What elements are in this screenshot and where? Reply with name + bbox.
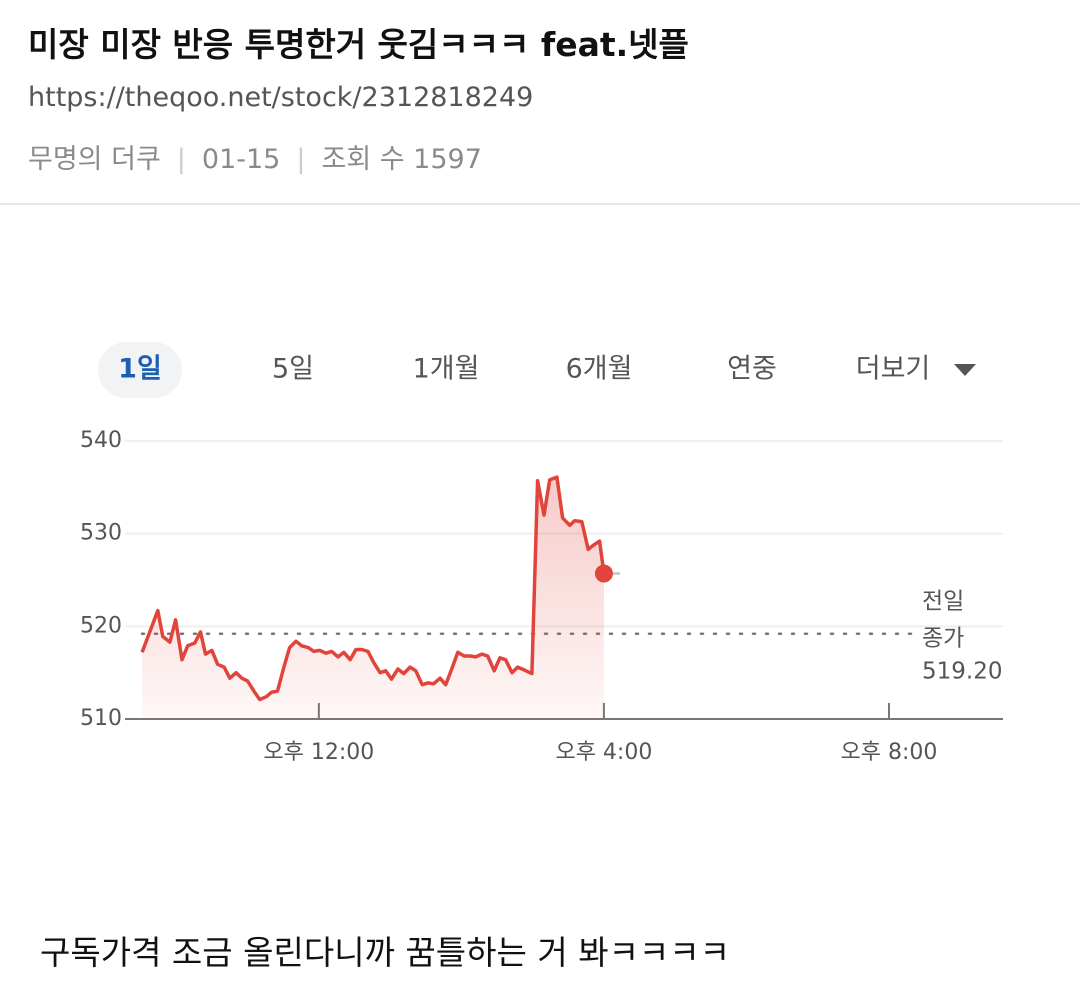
post-meta: 무명의 더쿠 | 01-15 | 조회 수 1597 <box>28 137 482 176</box>
date: 01-15 <box>201 144 281 175</box>
y-tick-label: 540 <box>80 428 122 453</box>
tab[interactable]: 연중 <box>727 354 777 385</box>
tab[interactable]: 1일 <box>118 354 162 385</box>
post-url[interactable]: https://theqoo.net/stock/2312818249 <box>28 82 534 113</box>
x-tick-label: 오후 8:00 <box>841 740 938 765</box>
tab-highlight <box>98 342 182 398</box>
separator: | <box>176 144 186 175</box>
y-tick-label: 530 <box>80 521 122 546</box>
reference-label: 종가 <box>922 626 964 652</box>
dropdown-arrow <box>954 364 976 376</box>
author: 무명의 더쿠 <box>28 144 161 175</box>
x-tick-label: 오후 12:00 <box>263 740 374 765</box>
divider <box>0 203 1080 205</box>
x-tick-label: 오후 4:00 <box>555 740 652 765</box>
reference-value: 519.20 <box>922 659 1002 685</box>
separator: | <box>296 144 306 175</box>
views: 조회 수 1597 <box>321 144 482 175</box>
tab[interactable]: 5일 <box>272 354 314 385</box>
tab[interactable]: 1개월 <box>413 354 480 385</box>
last-point <box>594 564 613 583</box>
tab[interactable]: 더보기 <box>856 354 931 385</box>
tab[interactable]: 6개월 <box>566 354 633 385</box>
y-tick-label: 520 <box>80 613 122 638</box>
price-line <box>140 475 606 702</box>
post-title: 미장 미장 반응 투명한거 웃김ㅋㅋㅋ feat.넷플 <box>28 25 689 64</box>
post-body: 구독가격 조금 올린다니까 꿈틀하는 거 봐ㅋㅋㅋㅋ <box>40 933 731 972</box>
reference-label: 전일 <box>922 589 964 615</box>
y-tick-label: 510 <box>80 706 122 731</box>
